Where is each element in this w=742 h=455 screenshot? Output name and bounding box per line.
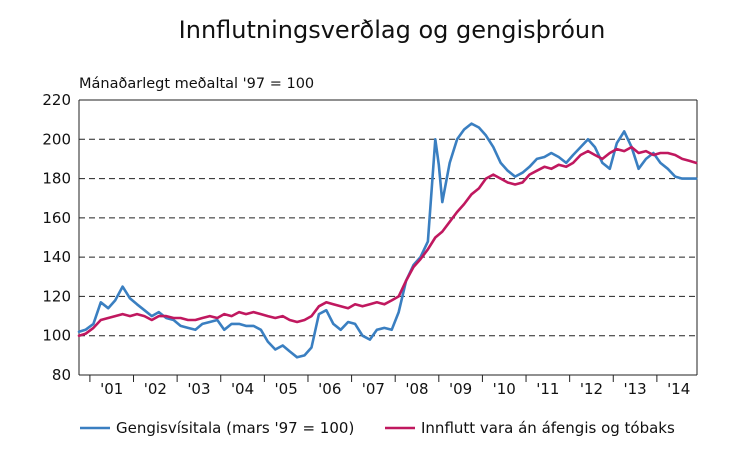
series-line-2	[77, 145, 698, 337]
x-tick-label: '05	[275, 380, 298, 398]
y-tick-label: 120	[42, 287, 71, 305]
x-tick-label: '06	[318, 380, 341, 398]
x-tick-label: '14	[667, 380, 690, 398]
series-line-1	[77, 122, 698, 359]
y-tick-label: 200	[42, 130, 71, 148]
x-tick-label: '07	[362, 380, 385, 398]
y-axis-unit-label: Mánaðarlegt meðaltal '97 = 100	[79, 76, 314, 92]
y-tick-label: 160	[42, 209, 71, 227]
y-tick-label: 100	[42, 327, 71, 345]
legend: Gengisvísitala (mars '97 = 100) Innflutt …	[80, 419, 675, 437]
y-tick-label: 220	[42, 91, 71, 109]
x-tick-label: '02	[144, 380, 167, 398]
y-tick-label: 140	[42, 248, 71, 266]
axes: 80 100 120 140 160 180 200 220 '01 '02 '03 '04 '05 '0…	[42, 91, 698, 398]
x-tick-label: '13	[623, 380, 646, 398]
legend-label-2: Innflutt vara án áfengis og tóbaks	[421, 419, 675, 437]
series-lines	[77, 122, 698, 359]
legend-label-1: Gengisvísitala (mars '97 = 100)	[116, 419, 354, 437]
x-tick-label: '10	[493, 380, 516, 398]
x-tick-label: '04	[231, 380, 254, 398]
x-tick-label: '01	[100, 380, 123, 398]
x-tick-label: '12	[580, 380, 603, 398]
y-tick-label: 180	[42, 170, 71, 188]
chart-title: Innflutningsverðlag og gengisþróun	[179, 16, 606, 44]
x-tick-label: '08	[405, 380, 428, 398]
x-tick-label: '11	[536, 380, 559, 398]
y-tick-label: 80	[52, 366, 71, 384]
gridlines	[79, 138, 697, 337]
x-tick-label: '09	[449, 380, 472, 398]
x-tick-label: '03	[187, 380, 210, 398]
